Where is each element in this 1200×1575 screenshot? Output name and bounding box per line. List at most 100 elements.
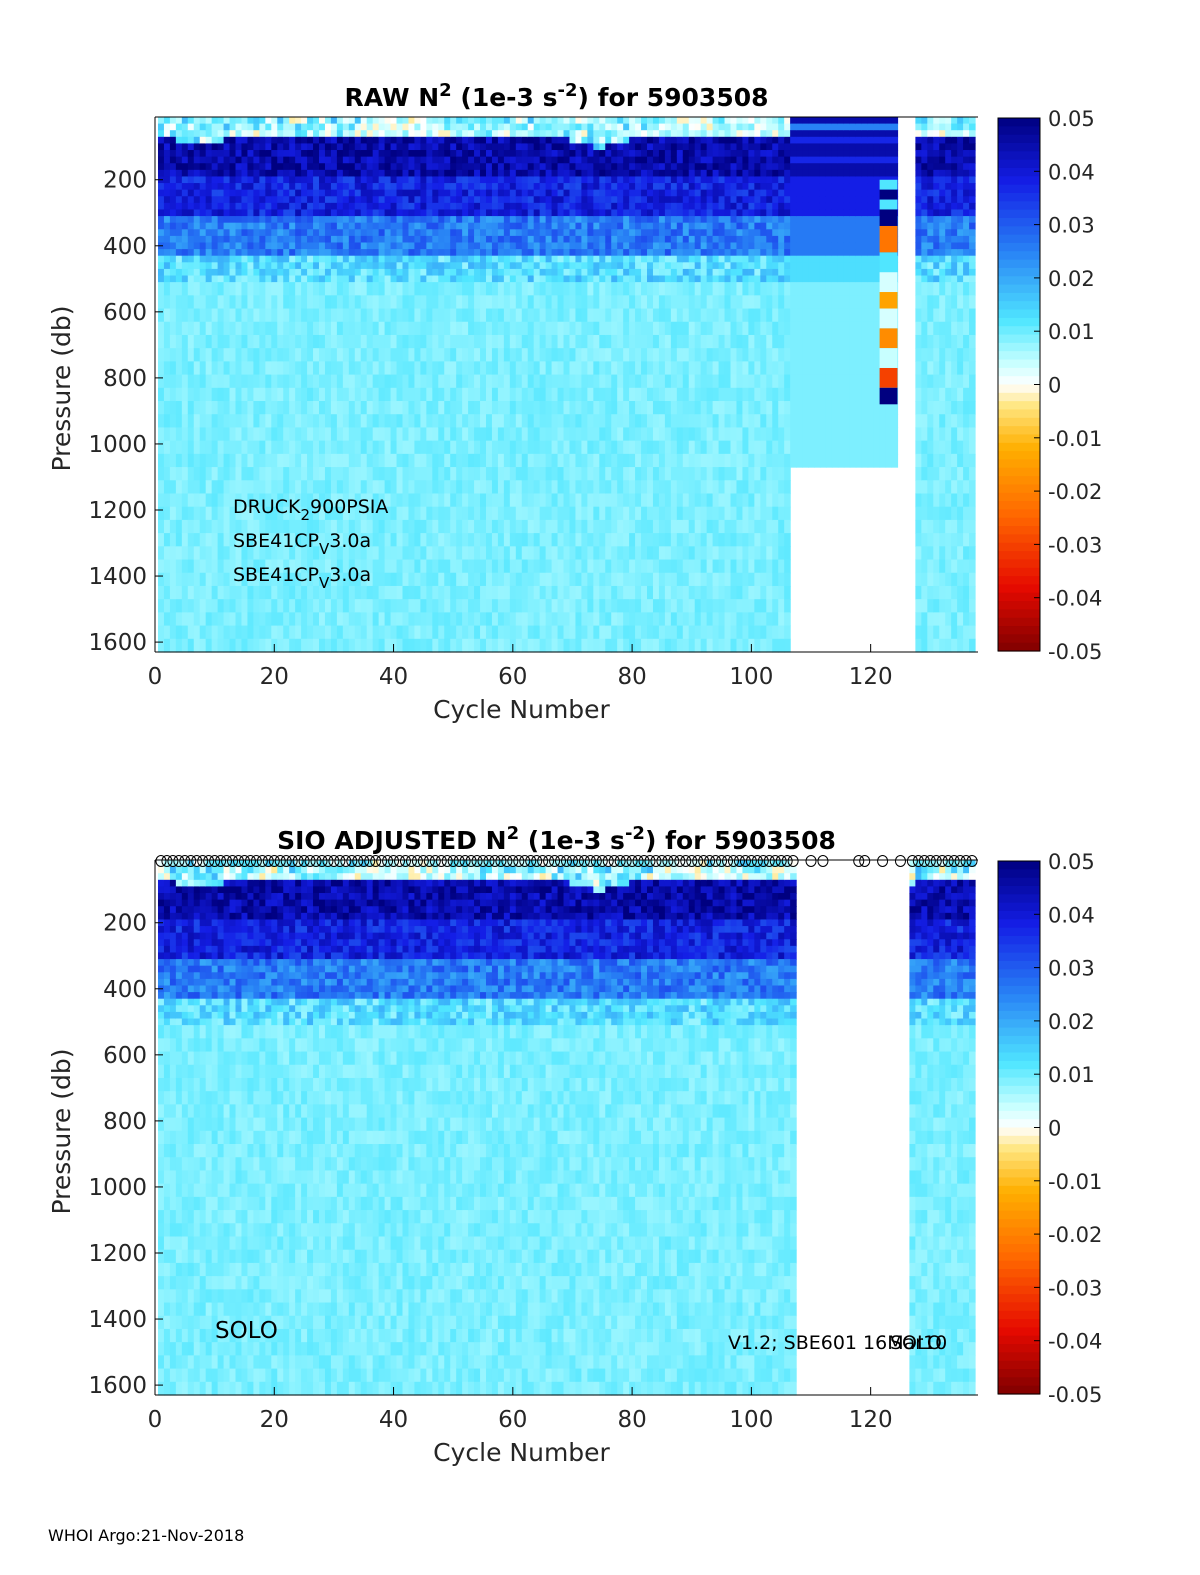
heatmap-cell	[390, 150, 398, 158]
heatmap-cell	[205, 150, 213, 158]
heatmap-cell	[563, 209, 571, 217]
heatmap-cell	[700, 249, 708, 257]
heatmap-cell	[682, 268, 690, 277]
heatmap-cell	[647, 427, 654, 442]
heatmap-cell	[515, 387, 523, 402]
heatmap-cell	[241, 136, 249, 145]
heatmap-cell	[664, 612, 672, 627]
heatmap-cell	[169, 268, 177, 277]
heatmap-cell	[301, 262, 308, 270]
heatmap-cell	[259, 440, 266, 455]
heatmap-cell	[366, 255, 374, 263]
heatmap-cell	[503, 348, 511, 362]
heatmap-cell	[712, 255, 720, 263]
heatmap-cell	[360, 533, 368, 547]
heatmap-cell	[289, 222, 296, 230]
heatmap-cell	[396, 387, 404, 402]
heatmap-cell	[241, 282, 249, 296]
heatmap-cell	[593, 559, 600, 574]
heatmap-cell	[241, 334, 249, 349]
heatmap-cell	[581, 559, 588, 574]
heatmap-cell	[629, 130, 636, 138]
heatmap-cell	[563, 585, 571, 600]
heatmap-cell	[211, 414, 219, 429]
heatmap-cell	[175, 216, 183, 224]
heatmap-cell	[629, 189, 636, 197]
heatmap-cell	[670, 440, 678, 455]
heatmap-cell	[635, 143, 642, 151]
heatmap-cell	[599, 235, 606, 244]
heatmap-cell	[271, 348, 278, 362]
heatmap-cell	[664, 638, 672, 653]
heatmap-cell	[235, 176, 243, 184]
heatmap-cell	[283, 585, 290, 600]
heatmap-cell	[515, 493, 523, 508]
heatmap-cell	[533, 183, 541, 191]
heatmap-cell	[706, 533, 714, 547]
heatmap-cell	[205, 519, 213, 534]
heatmap-cell	[432, 334, 439, 349]
heatmap-cell	[438, 209, 445, 217]
heatmap-cell	[664, 268, 672, 277]
heatmap-cell	[491, 136, 499, 145]
heatmap-cell	[456, 196, 463, 204]
heatmap-cell	[587, 321, 594, 336]
heatmap-cell	[223, 163, 231, 171]
heatmap-cell	[426, 130, 433, 138]
heatmap-cell	[652, 136, 660, 145]
heatmap-cell	[259, 189, 266, 197]
heatmap-cell	[301, 176, 308, 184]
heatmap-cell	[527, 546, 535, 561]
heatmap-cell	[670, 150, 678, 158]
heatmap-cell	[408, 361, 416, 376]
heatmap-cell	[682, 361, 690, 376]
heatmap-cell	[444, 216, 451, 224]
heatmap-cell	[211, 625, 219, 640]
heatmap-cell	[408, 506, 416, 521]
heatmap-cell	[247, 262, 254, 270]
heatmap-cell	[354, 183, 362, 191]
heatmap-cell	[658, 183, 666, 191]
heatmap-cell	[694, 196, 702, 204]
heatmap-cell	[426, 572, 433, 587]
heatmap-cell	[676, 387, 684, 402]
heatmap-cell	[491, 480, 499, 495]
heatmap-cell	[682, 249, 690, 257]
heatmap-cell	[414, 414, 421, 429]
heatmap-cell	[193, 196, 201, 204]
heatmap-cell	[563, 453, 571, 468]
heatmap-cell	[307, 176, 314, 184]
heatmap-cell	[319, 275, 326, 283]
heatmap-cell	[712, 123, 720, 131]
heatmap-cell	[432, 401, 439, 415]
heatmap-cell	[265, 546, 272, 561]
heatmap-cell	[384, 546, 392, 561]
heatmap-cell	[163, 533, 171, 547]
heatmap-cell	[432, 427, 439, 442]
heatmap-cell	[372, 229, 380, 237]
heatmap-cell	[450, 209, 457, 217]
heatmap-cell	[163, 202, 171, 211]
heatmap-cell	[378, 427, 386, 442]
heatmap-cell	[658, 308, 666, 323]
heatmap-cell	[450, 169, 457, 178]
heatmap-cell	[372, 414, 380, 429]
heatmap-cell	[563, 387, 571, 402]
heatmap-cell	[557, 374, 565, 389]
heatmap-cell	[193, 176, 201, 184]
heatmap-cell	[682, 585, 690, 600]
heatmap-cell	[324, 625, 332, 640]
heatmap-cell	[700, 202, 708, 211]
heatmap-cell	[599, 585, 606, 600]
heatmap-cell	[676, 275, 684, 283]
heatmap-cell	[330, 117, 338, 125]
heatmap-cell	[545, 321, 553, 336]
heatmap-cell	[605, 519, 612, 534]
heatmap-cell	[515, 117, 523, 125]
heatmap-cell	[438, 493, 445, 508]
heatmap-cell	[169, 440, 177, 455]
heatmap-cell	[485, 638, 493, 653]
heatmap-cell	[348, 414, 356, 429]
heatmap-cell	[468, 275, 475, 283]
heatmap-cell	[313, 453, 320, 468]
